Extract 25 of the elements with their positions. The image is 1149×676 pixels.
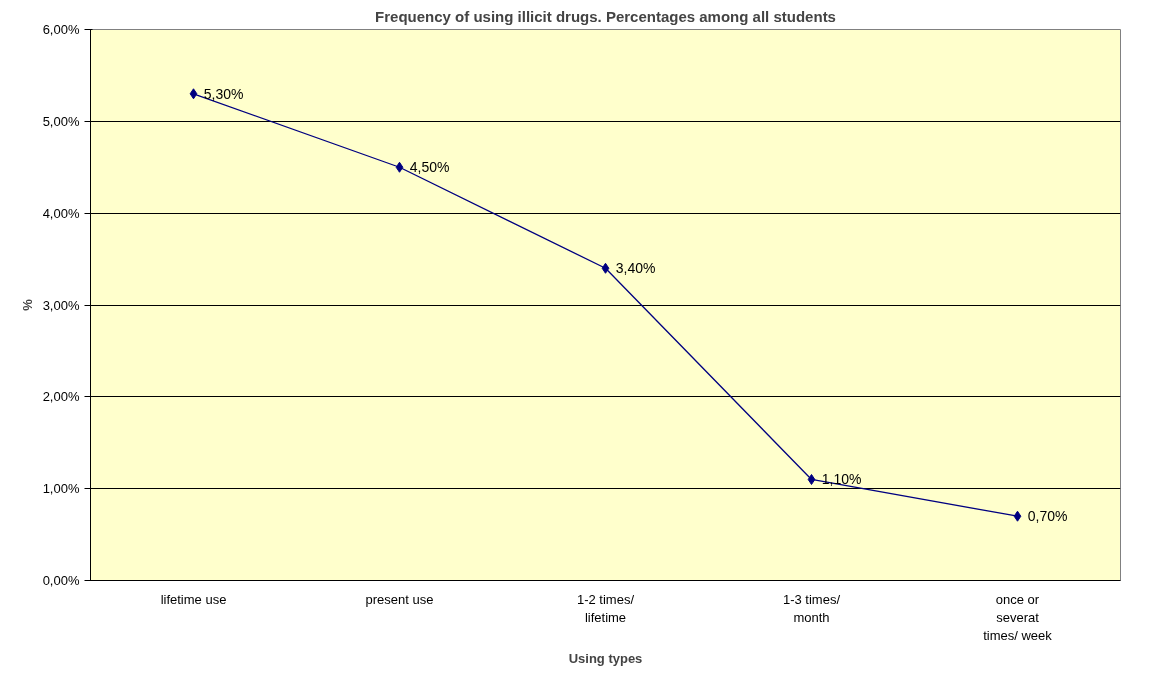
y-tick-label: 3,00%	[42, 297, 80, 313]
data-label: 3,40%	[615, 260, 656, 277]
x-axis-title: Using types	[568, 650, 643, 666]
data-label: 4,50%	[409, 159, 450, 176]
x-tick-label: present use	[365, 591, 434, 607]
data-label: 0,70%	[1027, 508, 1068, 525]
x-tick-label: 1-2 times/ lifetime	[576, 591, 635, 625]
y-tick-label: 1,00%	[42, 481, 80, 497]
point	[807, 473, 816, 485]
point	[189, 88, 198, 100]
y-tick-label: 4,00%	[42, 205, 80, 221]
y-tick-label: 0,00%	[42, 573, 80, 588]
point	[601, 262, 610, 274]
x-tick-label: once or severat times/ week	[983, 591, 1053, 643]
y-tick-label: 6,00%	[42, 22, 80, 37]
x-tick-label: lifetime use	[160, 591, 227, 607]
chart-title: Frequency of using illicit drugs. Percentages among all students	[375, 7, 836, 25]
data-label: 5,30%	[203, 85, 244, 102]
data-label: 1,10%	[821, 471, 862, 488]
point	[1013, 510, 1022, 522]
y-axis-title: %	[19, 298, 35, 311]
y-tick-label: 2,00%	[42, 389, 80, 405]
x-tick-label: 1-3 times/ month	[782, 591, 841, 625]
y-tick-label: 5,00%	[42, 113, 80, 129]
point	[395, 161, 404, 173]
